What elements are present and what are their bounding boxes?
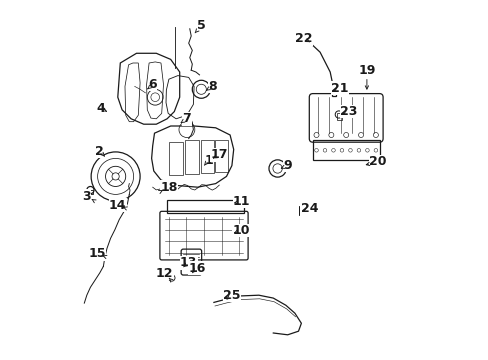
Text: 17: 17: [210, 148, 227, 161]
Text: 6: 6: [148, 78, 157, 91]
Text: 5: 5: [197, 19, 205, 32]
Text: 7: 7: [182, 112, 191, 125]
Text: 21: 21: [330, 82, 348, 95]
Text: 2: 2: [95, 145, 104, 158]
Text: 9: 9: [283, 159, 291, 172]
Text: 8: 8: [207, 80, 216, 93]
Bar: [168, 142, 183, 175]
Bar: [336, 113, 341, 120]
Bar: [185, 140, 199, 174]
Text: 23: 23: [340, 105, 357, 118]
Bar: [298, 206, 305, 215]
Bar: [200, 140, 214, 173]
Text: 16: 16: [188, 262, 205, 275]
Text: 20: 20: [368, 156, 386, 168]
Bar: [167, 200, 244, 213]
Text: 25: 25: [223, 289, 240, 302]
Text: 1: 1: [203, 154, 212, 167]
Text: 3: 3: [82, 190, 91, 203]
Bar: [331, 89, 335, 96]
Text: 22: 22: [295, 32, 312, 45]
Bar: [87, 190, 93, 194]
Bar: [312, 140, 379, 160]
Text: 10: 10: [232, 224, 249, 237]
Text: 14: 14: [109, 199, 126, 212]
Text: 11: 11: [232, 195, 250, 208]
Bar: [215, 140, 227, 172]
Text: 4: 4: [96, 102, 104, 114]
Text: 18: 18: [160, 181, 177, 194]
Text: 15: 15: [88, 247, 105, 260]
Text: 12: 12: [156, 267, 173, 280]
Text: 24: 24: [300, 202, 317, 215]
Text: 19: 19: [358, 64, 375, 77]
Text: 13: 13: [180, 256, 197, 269]
